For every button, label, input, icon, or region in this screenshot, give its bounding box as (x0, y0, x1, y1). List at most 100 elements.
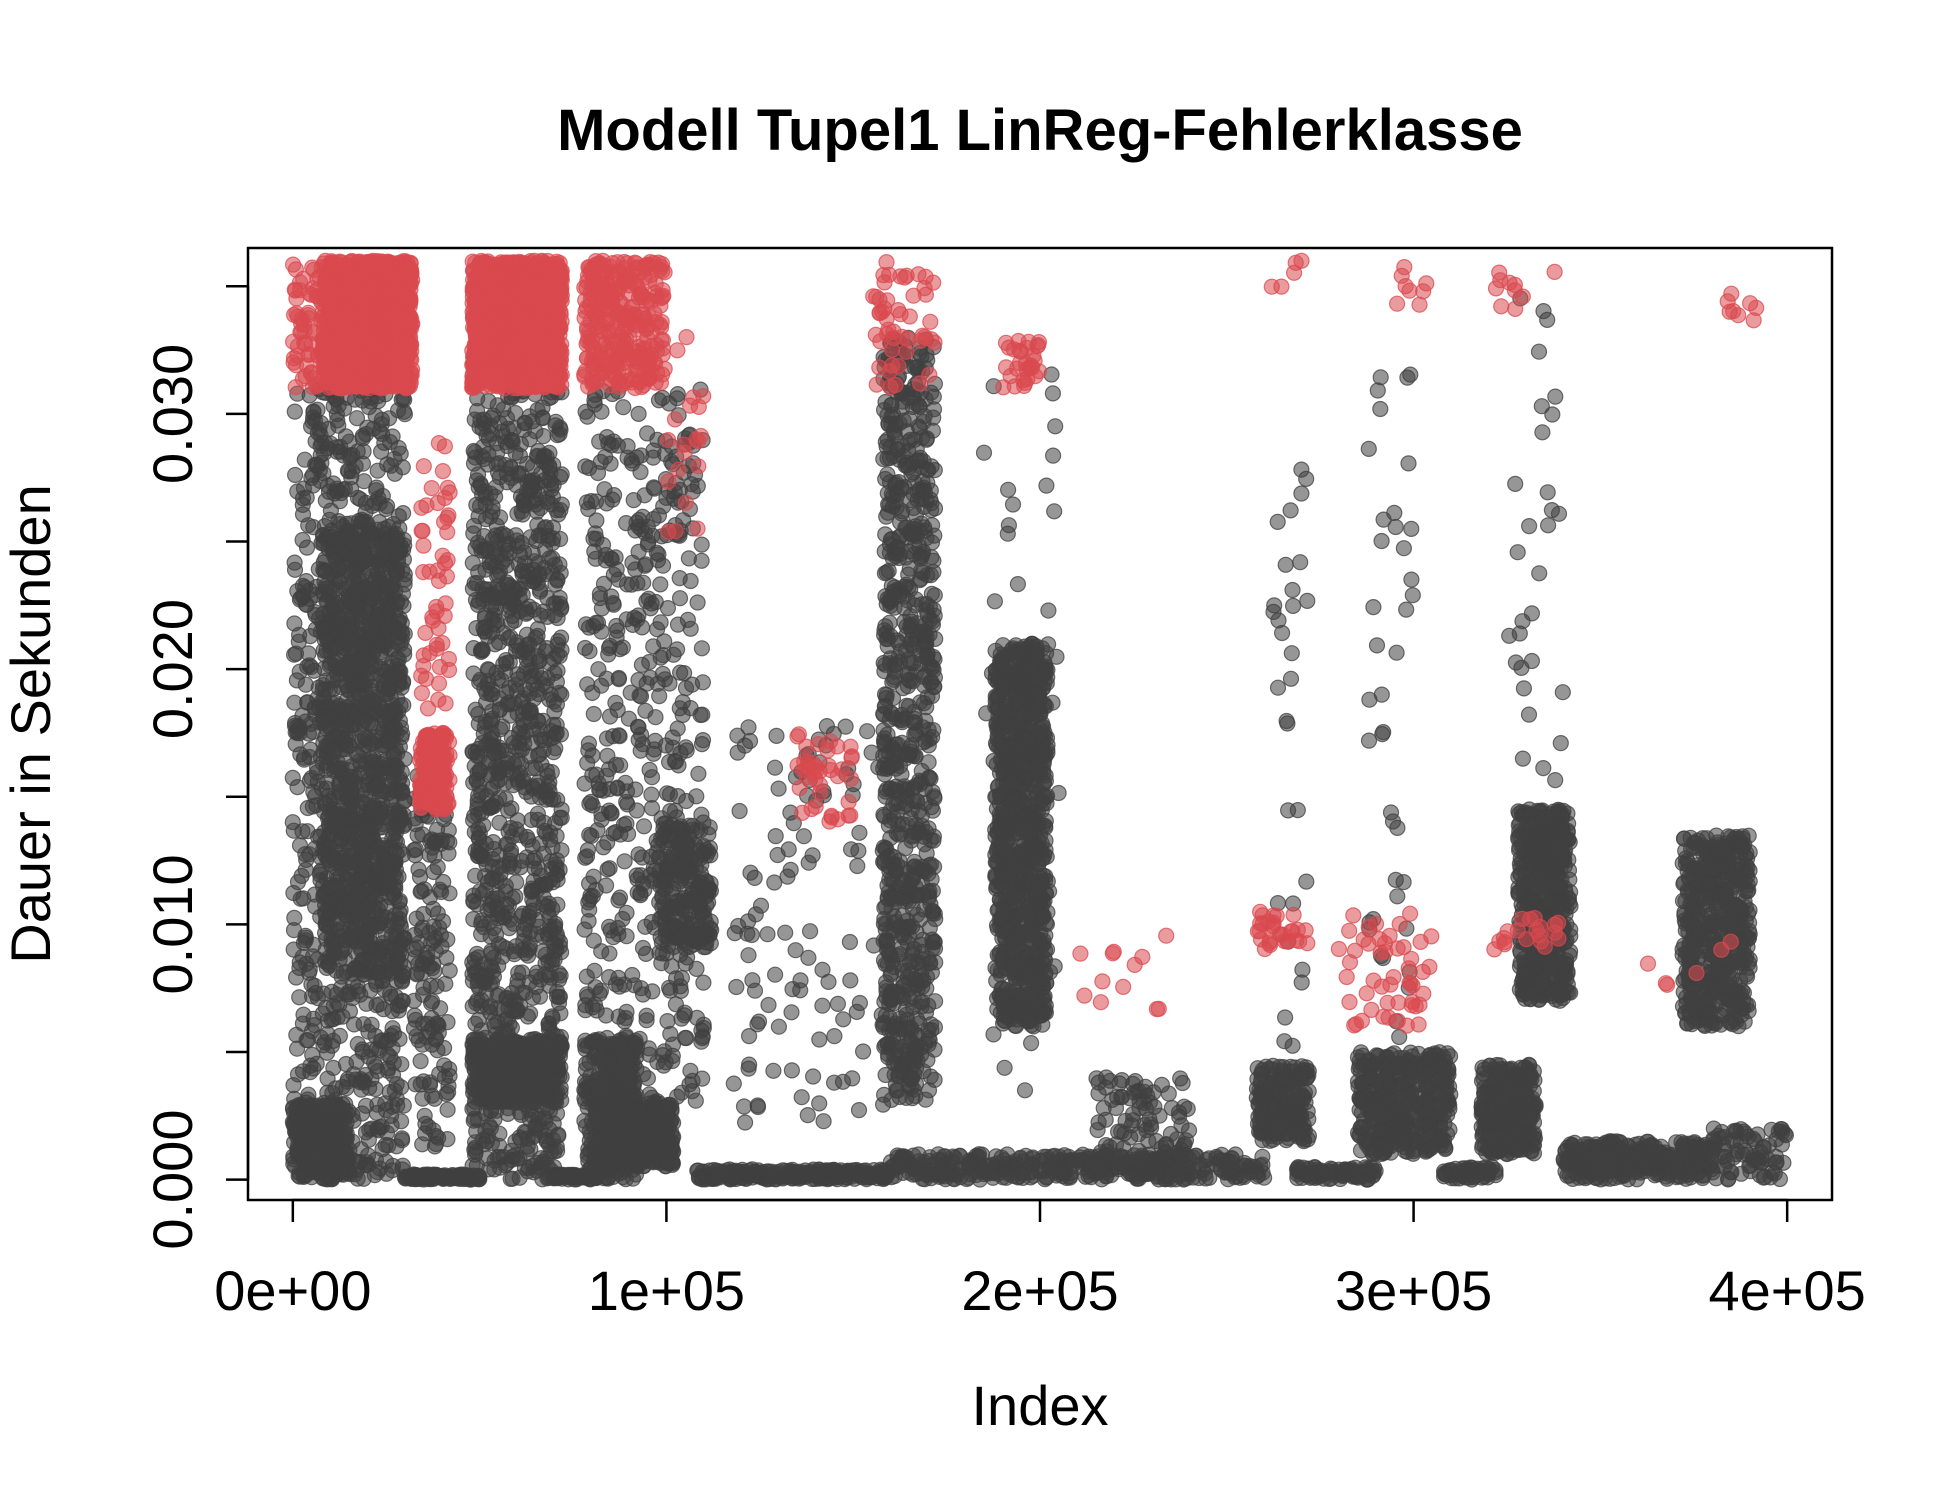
data-point (677, 679, 695, 697)
data-point (286, 403, 303, 420)
data-point (465, 958, 482, 975)
data-point (549, 609, 566, 627)
data-point (610, 892, 627, 909)
data-point (587, 550, 604, 567)
data-point (298, 1032, 315, 1049)
data-point (615, 399, 632, 416)
data-point (285, 822, 302, 839)
data-point (405, 1020, 423, 1037)
data-point (441, 962, 458, 979)
data-point (682, 572, 699, 590)
data-point (326, 653, 343, 670)
data-point (412, 1052, 429, 1070)
data-point (662, 1025, 679, 1043)
data-point (416, 1107, 433, 1124)
data-point (502, 1170, 519, 1188)
data-point (482, 1039, 499, 1057)
data-point (591, 985, 608, 1002)
data-point (517, 600, 534, 617)
data-point (529, 805, 547, 822)
data-point (483, 703, 500, 720)
data-point (637, 945, 655, 963)
data-point (304, 988, 321, 1005)
data-point (294, 948, 311, 966)
data-point (363, 934, 380, 952)
data-point (319, 1012, 336, 1029)
data-point (603, 437, 620, 454)
data-point (523, 478, 541, 495)
data-point (542, 1168, 559, 1186)
data-point (380, 518, 397, 536)
data-point (294, 506, 312, 523)
data-point (506, 1053, 523, 1070)
data-point (344, 990, 361, 1007)
data-point (512, 436, 530, 453)
data-point (476, 623, 493, 640)
data-point (514, 1039, 531, 1057)
data-point (467, 867, 484, 884)
data-point (354, 1105, 371, 1122)
data-point (578, 848, 596, 865)
data-point (552, 421, 569, 438)
data-point (542, 686, 560, 703)
data-point (602, 1035, 619, 1053)
data-point (383, 654, 401, 672)
data-point (297, 861, 314, 879)
data-point (411, 868, 429, 886)
data-point (340, 463, 357, 480)
data-point (629, 575, 646, 592)
data-point (380, 732, 398, 750)
data-point (602, 455, 619, 472)
data-point (529, 448, 547, 465)
data-point (317, 916, 334, 933)
data-point (645, 638, 662, 655)
data-point (678, 1029, 695, 1047)
data-point (550, 1127, 567, 1144)
data-point (485, 737, 503, 755)
data-point (547, 740, 564, 757)
data-point (476, 680, 493, 697)
data-point (355, 1170, 372, 1187)
data-point (392, 593, 409, 611)
data-point (313, 435, 330, 452)
data-point (349, 443, 366, 460)
data-point (671, 590, 689, 607)
data-point (591, 781, 608, 798)
data-point (552, 726, 570, 743)
data-point (465, 665, 482, 682)
data-point (435, 873, 452, 891)
data-point (355, 1072, 372, 1090)
data-point (681, 1076, 698, 1093)
data-point (383, 1117, 400, 1134)
data-point (366, 543, 383, 560)
data-point (335, 750, 353, 768)
data-point (642, 600, 659, 617)
data-point (693, 536, 710, 553)
data-point (341, 927, 359, 945)
data-point (346, 599, 363, 616)
data-point (636, 881, 653, 898)
data-point (526, 860, 543, 877)
data-point (424, 960, 441, 977)
data-point (317, 886, 334, 903)
data-point (396, 406, 413, 423)
data-point (393, 623, 410, 640)
data-point (476, 542, 493, 560)
data-point (440, 1084, 457, 1101)
data-point (508, 821, 525, 838)
chart-title: Modell Tupel1 LinReg-Fehlerklasse (557, 98, 1523, 163)
data-point (415, 905, 432, 923)
data-point (343, 653, 360, 670)
data-point (439, 1101, 456, 1118)
data-point (329, 994, 346, 1012)
data-point (372, 800, 389, 817)
data-point (316, 586, 333, 603)
data-point (350, 545, 367, 562)
data-point (581, 795, 598, 812)
data-point (291, 1146, 308, 1163)
data-point (299, 823, 316, 840)
data-point (465, 1112, 482, 1129)
data-point (412, 883, 429, 900)
data-point (500, 858, 517, 875)
data-point (297, 929, 314, 946)
